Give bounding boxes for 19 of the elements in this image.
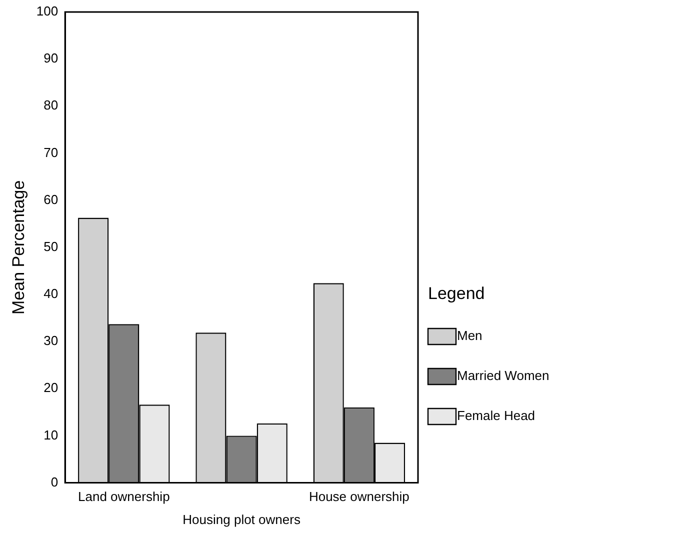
y-tick-label: 90	[44, 50, 58, 66]
legend-label: Female Head	[457, 408, 536, 424]
y-tick-label: 80	[44, 98, 58, 113]
y-tick-label: 100	[36, 4, 58, 19]
y-tick-label: 60	[44, 192, 58, 207]
y-tick-label: 10	[44, 427, 58, 442]
x-tick-label: House ownership	[308, 489, 410, 504]
y-tick-label: 30	[44, 333, 58, 348]
y-tick-label: 50	[44, 238, 58, 254]
y-tick-label: 0	[50, 474, 58, 490]
y-axis-title: Mean Percentage	[8, 180, 28, 314]
legend-label: Men	[457, 328, 482, 344]
y-tick-label: 20	[44, 380, 58, 396]
y-tick-label: 40	[44, 286, 58, 302]
legend-title: Legend	[428, 284, 485, 304]
x-axis-title: Housing plot owners	[182, 512, 301, 527]
x-tick-label: Land ownership	[78, 489, 170, 504]
y-tick-label: 70	[44, 144, 58, 160]
legend-label: Married Women	[457, 368, 550, 384]
